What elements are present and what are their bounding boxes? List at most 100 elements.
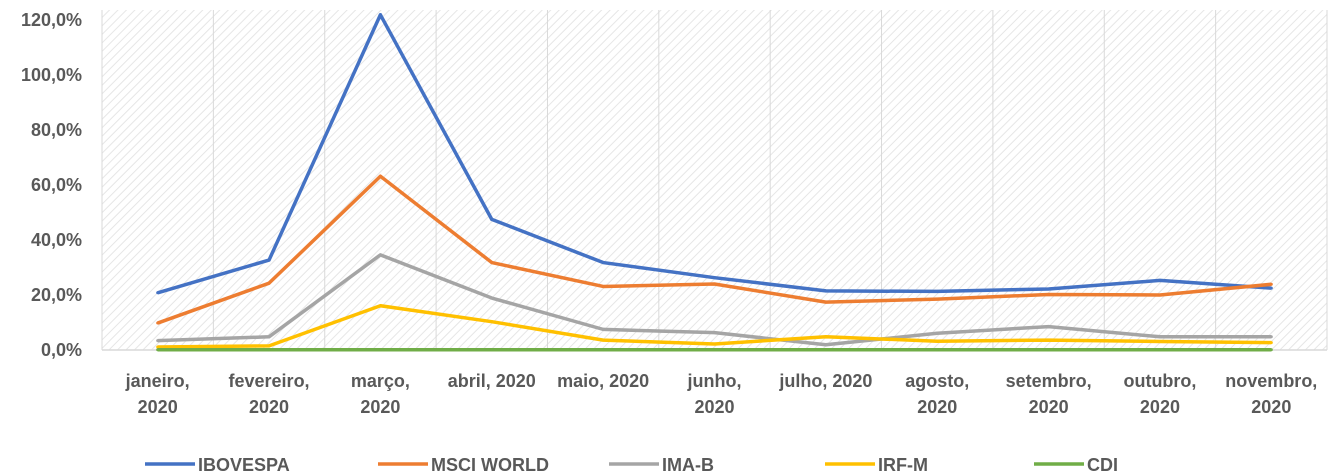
data-point — [267, 344, 271, 348]
data-point — [713, 282, 716, 286]
series-lines — [156, 13, 1273, 352]
x-tick-label-line: 2020 — [1251, 397, 1291, 417]
x-tick-label: maio, 2020 — [557, 371, 649, 391]
data-point — [1269, 282, 1273, 286]
data-point — [601, 327, 605, 331]
x-tick-label: julho, 2020 — [778, 371, 872, 391]
data-point — [156, 348, 160, 352]
data-point — [267, 258, 271, 262]
data-point — [1047, 292, 1051, 296]
data-point — [601, 284, 605, 288]
data-point — [935, 339, 939, 343]
data-point — [1047, 287, 1051, 291]
plot-area — [102, 10, 1327, 350]
x-tick-label-line: 2020 — [360, 397, 400, 417]
data-point — [1047, 325, 1051, 329]
x-tick-label-line: maio, 2020 — [557, 371, 649, 391]
data-point — [1047, 348, 1051, 352]
data-point — [490, 217, 494, 221]
data-point — [156, 345, 160, 349]
data-point — [935, 348, 939, 352]
data-point — [490, 348, 494, 352]
y-tick-label: 20,0% — [31, 285, 82, 305]
x-tick-label: junho, 2020 — [687, 371, 742, 417]
data-point — [378, 13, 382, 17]
data-point — [601, 261, 605, 265]
data-point — [713, 348, 716, 352]
data-point — [1158, 348, 1162, 352]
data-point — [267, 348, 271, 352]
x-tick-label-line: janeiro, — [125, 371, 190, 391]
x-tick-label: outubro, 2020 — [1123, 371, 1196, 417]
x-tick-label-line: 2020 — [1140, 397, 1180, 417]
legend-label: IRF-M — [878, 455, 928, 473]
data-point — [1269, 335, 1273, 339]
x-tick-label-line: novembro, — [1225, 371, 1317, 391]
x-tick-label: novembro, 2020 — [1225, 371, 1317, 417]
x-tick-label-line: julho, 2020 — [778, 371, 872, 391]
x-tick-label-line: junho, — [687, 371, 742, 391]
data-point — [935, 297, 939, 301]
y-tick-label: 0,0% — [41, 340, 82, 360]
data-point — [713, 276, 716, 280]
x-tick-label-line: 2020 — [694, 397, 734, 417]
x-tick-label: abril, 2020 — [448, 371, 536, 391]
data-point — [378, 304, 382, 308]
legend-label: MSCI WORLD — [431, 455, 549, 473]
data-point — [378, 174, 382, 178]
x-tick-label: agosto, 2020 — [905, 371, 969, 417]
y-tick-label: 60,0% — [31, 175, 82, 195]
x-tick-label: setembro, 2020 — [1006, 371, 1092, 417]
data-point — [824, 300, 828, 304]
x-axis-tick-labels: janeiro, 2020 fevereiro, 2020 março, 2020 abri… — [125, 371, 1318, 417]
x-tick-label-line: março, — [351, 371, 410, 391]
data-point — [713, 342, 716, 346]
x-tick-label: janeiro, 2020 — [125, 371, 190, 417]
data-point — [824, 343, 828, 347]
y-tick-label: 120,0% — [21, 10, 82, 30]
data-point — [601, 338, 605, 342]
x-tick-label-line: fevereiro, — [229, 371, 310, 391]
data-point — [601, 348, 605, 352]
data-point — [156, 291, 160, 295]
data-point — [824, 335, 828, 339]
x-tick-label-line: outubro, — [1123, 371, 1196, 391]
data-point — [156, 339, 160, 343]
data-point — [1269, 348, 1273, 352]
y-tick-label: 100,0% — [21, 65, 82, 85]
data-point — [490, 296, 494, 300]
x-tick-label-line: agosto, — [905, 371, 969, 391]
y-tick-label: 80,0% — [31, 120, 82, 140]
data-point — [713, 331, 716, 335]
data-point — [1269, 341, 1273, 345]
legend-label: IBOVESPA — [198, 455, 290, 473]
x-tick-label-line: 2020 — [249, 397, 289, 417]
x-tick-label: março, 2020 — [351, 371, 410, 417]
data-point — [1269, 286, 1273, 290]
data-point — [490, 320, 494, 324]
x-tick-label-line: 2020 — [138, 397, 178, 417]
data-point — [935, 331, 939, 335]
x-tick-label-line: 2020 — [917, 397, 957, 417]
x-tick-label-line: 2020 — [1029, 397, 1069, 417]
data-point — [1158, 293, 1162, 297]
data-point — [1158, 339, 1162, 343]
data-point — [824, 289, 828, 293]
data-point — [267, 281, 271, 285]
data-point — [378, 348, 382, 352]
data-point — [1158, 335, 1162, 339]
data-point — [1158, 278, 1162, 282]
data-point — [490, 261, 494, 265]
data-point — [267, 335, 271, 339]
legend: IBOVESPA MSCI WORLD IMA-B IRF-M CDI — [145, 455, 1118, 473]
data-point — [1047, 338, 1051, 342]
x-tick-label-line: abril, 2020 — [448, 371, 536, 391]
legend-label: IMA-B — [662, 455, 714, 473]
y-axis-tick-labels: 0,0% 20,0% 40,0% 60,0% 80,0% 100,0% 120,0% — [21, 10, 82, 360]
data-point — [824, 348, 828, 352]
data-point — [156, 321, 160, 325]
y-tick-label: 40,0% — [31, 230, 82, 250]
legend-label: CDI — [1087, 455, 1118, 473]
data-point — [378, 253, 382, 257]
